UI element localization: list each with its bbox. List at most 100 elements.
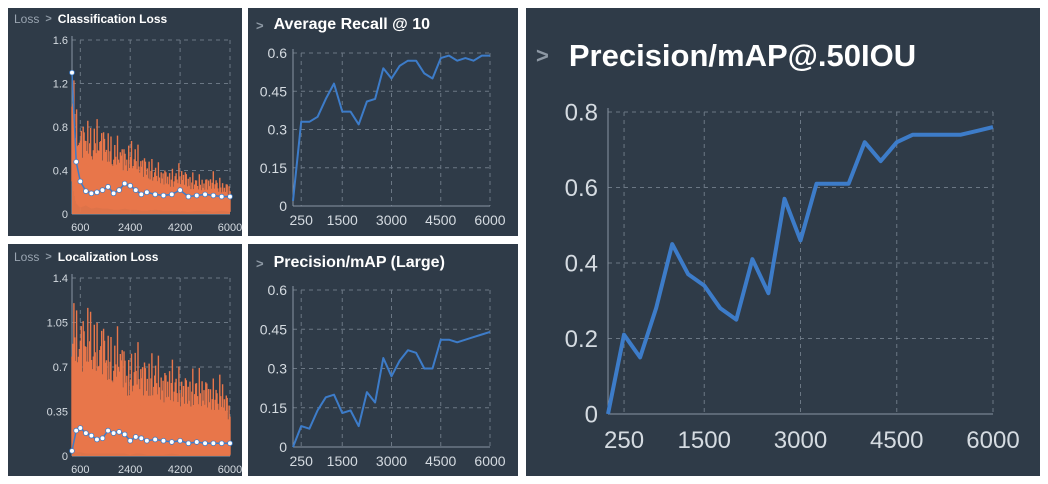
smoothed-point: [168, 191, 175, 198]
x-tick-label: 250: [290, 212, 314, 228]
x-tick-label: 6000: [474, 212, 505, 228]
y-tick-label: 0: [279, 198, 287, 214]
x-tick-label: 6000: [218, 464, 242, 476]
y-tick-label: 0: [62, 451, 68, 463]
chart-title: Precision/mAP (Large): [273, 254, 445, 271]
x-tick-label: 1500: [678, 427, 731, 454]
smoothed-point: [138, 435, 145, 442]
smoothed-point: [77, 178, 84, 185]
smoothed-point: [69, 448, 75, 454]
card-header: > Precision/mAP (Large): [256, 254, 445, 272]
x-tick-label: 1500: [327, 453, 358, 469]
x-tick-label: 3000: [774, 427, 827, 454]
breadcrumb-loss[interactable]: Loss: [14, 250, 40, 264]
smoothed-point: [69, 69, 75, 76]
chart-title: Classification Loss: [57, 12, 168, 26]
smoothed-point: [110, 430, 117, 436]
smoothed-point: [121, 431, 128, 438]
x-tick-label: 2400: [118, 464, 142, 476]
smoothed-point: [152, 191, 158, 198]
smoothed-point: [185, 440, 192, 447]
smoothed-point: [138, 191, 145, 198]
y-tick-label: 0: [585, 402, 598, 429]
y-tick-label: 1.2: [53, 78, 68, 90]
x-tick-label: 600: [71, 222, 89, 234]
smoothed-point: [144, 189, 150, 196]
y-tick-label: 0.15: [260, 400, 287, 416]
breadcrumb-loss[interactable]: Loss: [14, 12, 40, 26]
smoothed-point: [127, 182, 134, 189]
chevron-right-icon[interactable]: >: [536, 43, 549, 68]
smoothed-point: [73, 159, 79, 165]
smoothed-point: [177, 187, 183, 193]
chart-title: Precision/mAP@.50IOU: [568, 38, 917, 73]
smoothed-point: [99, 187, 106, 193]
smoothed-point: [227, 193, 233, 200]
smoothed-point: [193, 192, 200, 199]
raw-loss-area: [72, 373, 230, 456]
chart-title: Average Recall @ 10: [273, 16, 431, 33]
y-tick-label: 1.6: [53, 35, 68, 47]
y-tick-label: 1.4: [53, 273, 68, 285]
smoothed-point: [168, 439, 175, 445]
smoothed-point: [218, 193, 225, 200]
x-tick-label: 4500: [870, 427, 923, 454]
x-tick-label: 6000: [474, 453, 505, 469]
series-line: [292, 330, 491, 448]
smoothed-point: [218, 440, 225, 447]
precision-map-large-chart: 0 0.15 0.3 0.45 0.6 250 1500 3000 4500 6000: [260, 282, 506, 469]
y-tick-label: 0.4: [53, 165, 68, 177]
y-tick-label: 0.4: [565, 251, 598, 278]
x-tick-label: 4200: [168, 222, 192, 234]
card-header: > Average Recall @ 10: [256, 16, 430, 34]
smoothed-point: [152, 436, 158, 443]
x-tick-label: 6000: [966, 427, 1019, 454]
chart-title: Localization Loss: [57, 250, 159, 264]
card-header: Loss > Classification Loss: [14, 12, 167, 26]
y-tick-label: 0.6: [268, 45, 288, 61]
smoothed-point: [132, 434, 139, 440]
series-line: [606, 125, 994, 415]
y-tick-label: 0.6: [565, 175, 598, 202]
x-tick-label: 2400: [118, 222, 142, 234]
chevron-right-icon[interactable]: >: [256, 255, 264, 271]
y-tick-label: 0.2: [565, 326, 598, 353]
smoothed-point: [83, 188, 89, 194]
smoothed-point: [202, 191, 208, 198]
card-header: Loss > Localization Loss: [14, 250, 158, 264]
smoothed-point: [77, 425, 84, 431]
series-line: [292, 54, 490, 202]
precision-map-50iou-chart: 0 0.2 0.4 0.6 0.8 250 1500 3000 4500 6000: [565, 100, 1020, 454]
smoothed-point: [144, 437, 150, 444]
smoothed-point: [210, 192, 217, 199]
y-tick-label: 0.8: [565, 100, 598, 127]
x-tick-label: 600: [71, 464, 89, 476]
smoothed-point: [88, 190, 95, 197]
average-recall-card: > Average Recall @ 10 0 0.15 0.3 0.45 0.6 250…: [248, 8, 518, 236]
smoothed-point: [110, 190, 117, 197]
precision-map-50iou-card: > Precision/mAP@.50IOU 0 0.2 0.4 0.6 0.8 250 1…: [526, 8, 1040, 476]
x-tick-label: 250: [604, 427, 644, 454]
y-tick-label: 0.6: [268, 282, 288, 298]
y-tick-label: 0: [279, 439, 287, 455]
smoothed-point: [83, 430, 89, 436]
y-tick-label: 0.3: [268, 122, 288, 138]
x-tick-label: 4500: [425, 212, 456, 228]
smoothed-point: [185, 193, 192, 200]
x-tick-label: 3000: [376, 212, 407, 228]
x-tick-label: 4200: [168, 464, 192, 476]
smoothed-point: [73, 427, 79, 434]
y-tick-label: 1.05: [47, 317, 68, 329]
x-tick-label: 4500: [425, 453, 456, 469]
smoothed-point: [227, 440, 233, 447]
smoothed-point: [88, 432, 95, 439]
x-tick-label: 1500: [327, 212, 358, 228]
smoothed-point: [202, 440, 208, 447]
chevron-right-icon[interactable]: >: [256, 17, 264, 33]
x-tick-label: 6000: [218, 222, 242, 234]
smoothed-point: [105, 427, 111, 434]
average-recall-chart: 0 0.15 0.3 0.45 0.6 250 1500 3000 4500 6000: [260, 45, 506, 228]
y-tick-label: 0.35: [47, 406, 68, 418]
chevron-right-icon: >: [45, 251, 52, 263]
smoothed-point: [160, 437, 167, 444]
